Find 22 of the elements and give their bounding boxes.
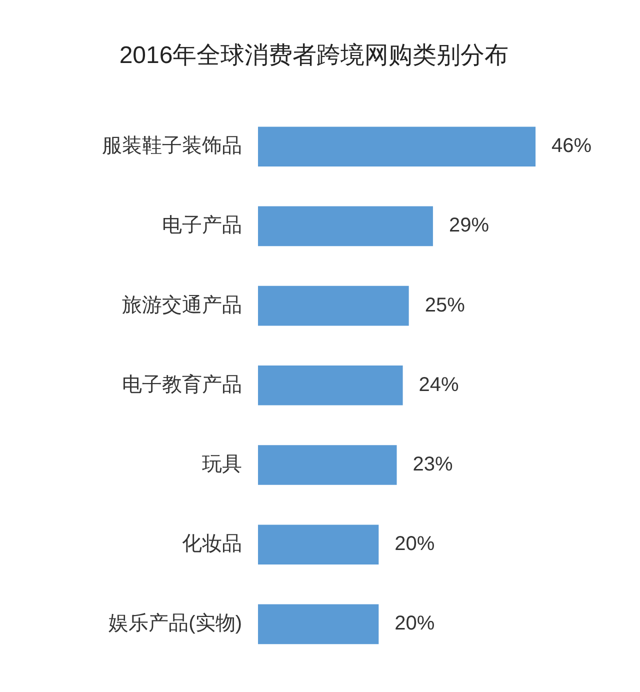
data-label: 24% (418, 374, 460, 396)
y-tick-label: 娱乐产品(实物) (108, 612, 242, 635)
bar (258, 445, 397, 485)
y-tick-label: 电子教育产品 (122, 372, 242, 396)
y-tick-label: 服装鞋子装饰品 (102, 135, 242, 158)
bar (258, 524, 379, 564)
bar (258, 604, 379, 644)
data-label: 20% (394, 612, 435, 635)
data-label: 20% (394, 533, 435, 556)
y-tick-label: 化妆品 (182, 533, 242, 556)
y-tick-label: 旅游交通产品 (122, 294, 242, 316)
y-tick-label: 电子产品 (162, 214, 242, 237)
data-label: 46% (552, 135, 592, 158)
data-label: 25% (424, 294, 466, 316)
chart-title: 2016年全球消费者跨境网购类别分布 (119, 42, 509, 70)
bar (258, 286, 409, 326)
data-label: 23% (412, 454, 454, 476)
bar (258, 366, 403, 406)
y-tick-label: 玩具 (202, 454, 242, 476)
bar (258, 206, 433, 246)
data-label: 29% (448, 214, 490, 237)
bar (258, 126, 536, 166)
